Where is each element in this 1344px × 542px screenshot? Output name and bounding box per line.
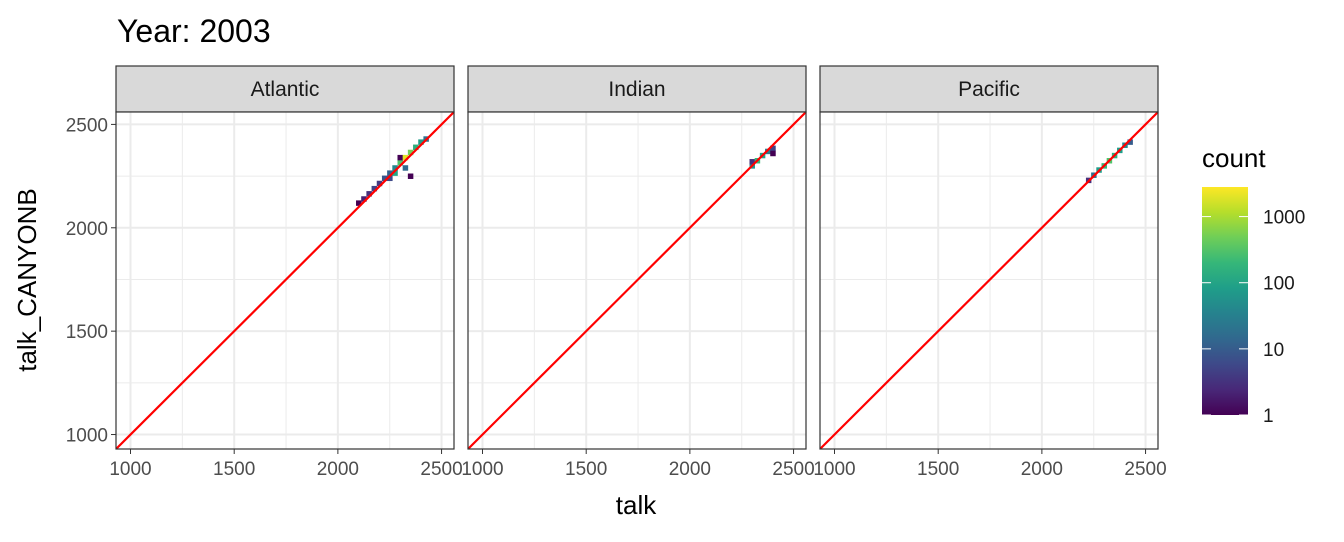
- bin-cell: [392, 165, 398, 171]
- bin-cell: [770, 145, 776, 152]
- legend-tick-label: 1: [1263, 406, 1274, 427]
- x-tick-label: 1500: [213, 459, 255, 480]
- x-tick-label: 1000: [109, 459, 151, 480]
- bin-cell: [1127, 139, 1133, 145]
- legend-title: count: [1202, 143, 1266, 173]
- legend-tick-label: 1000: [1263, 208, 1305, 229]
- x-tick-label: 2500: [1124, 459, 1166, 480]
- x-tick-label: 2000: [669, 459, 711, 480]
- y-axis-label: talk_CANYONB: [12, 188, 42, 372]
- x-tick-label: 1500: [565, 459, 607, 480]
- bin-cell: [381, 175, 388, 182]
- facet-panel-atlantic: Atlantic 1000 1500 2000 2500 1000 1500 2000 2500: [66, 65, 463, 480]
- x-tick-label: 2500: [420, 459, 462, 480]
- chart-title: Year: 2003: [117, 13, 271, 49]
- panel-border: [467, 111, 807, 450]
- facet-strip: [467, 65, 807, 113]
- bin-cell: [371, 185, 378, 192]
- identity-line: [468, 112, 806, 449]
- bin-cell: [392, 170, 398, 176]
- facet-strip-label: Pacific: [958, 78, 1020, 101]
- x-axis-label: talk: [616, 490, 657, 520]
- x-tick-label: 2000: [317, 459, 359, 480]
- bin-cell: [387, 175, 393, 182]
- panel-border: [819, 111, 1159, 450]
- facet-panel-pacific: Pacific 1000 1500 2000 2500: [813, 65, 1167, 480]
- panel-border: [115, 111, 455, 450]
- y-tick-label: 1000: [66, 426, 108, 447]
- x-tick-label: 1000: [461, 459, 503, 480]
- colorbar: [1202, 187, 1248, 415]
- x-tick-label: 1500: [917, 459, 959, 480]
- facet-panel-indian: Indian 1000 1500 2000 2500: [461, 65, 815, 480]
- bin-cell: [397, 154, 403, 161]
- bin-cell: [407, 149, 414, 156]
- facet-strip: [115, 65, 455, 113]
- bin-cell: [402, 154, 409, 161]
- bin-cell: [402, 165, 409, 171]
- facet-strip-label: Indian: [608, 78, 665, 101]
- legend-tick-label: 10: [1263, 340, 1284, 361]
- identity-line: [820, 112, 1158, 449]
- bin-cell: [397, 160, 403, 166]
- bin-cell: [413, 144, 419, 151]
- y-tick-label: 2500: [66, 115, 108, 136]
- grid: [116, 112, 454, 449]
- y-tick-label: 2000: [66, 219, 108, 240]
- bin-cell: [376, 180, 383, 187]
- grid: [468, 112, 806, 449]
- bin-cell: [361, 196, 367, 202]
- bin-cell: [387, 170, 393, 176]
- y-tick-label: 1500: [66, 322, 108, 343]
- facet-strip: [819, 65, 1159, 113]
- x-tick-label: 1000: [813, 459, 855, 480]
- x-tick-label: 2500: [772, 459, 814, 480]
- facet-strip-label: Atlantic: [251, 78, 320, 101]
- legend-tick-label: 100: [1263, 274, 1295, 295]
- bin-cell: [407, 173, 414, 179]
- bin-cell: [366, 191, 372, 197]
- identity-line: [116, 112, 454, 449]
- x-tick-label: 2000: [1021, 459, 1063, 480]
- bin-cell: [418, 139, 424, 145]
- grid: [820, 112, 1158, 449]
- bin-cell: [356, 200, 362, 206]
- bin-cell: [770, 150, 776, 157]
- bin-cell: [749, 159, 755, 165]
